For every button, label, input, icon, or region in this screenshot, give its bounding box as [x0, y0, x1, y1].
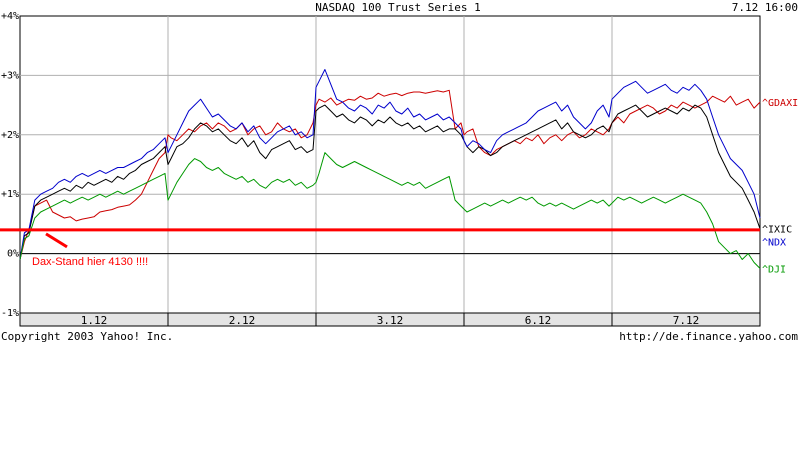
x-tick-label: 1.12 [81, 314, 108, 327]
legend-label-dji: ^DJI [762, 264, 786, 275]
legend-label-ndx: ^NDX [762, 238, 786, 249]
x-tick-label: 7.12 [673, 314, 700, 327]
grid [19, 15, 761, 314]
y-tick-label: -1% [1, 308, 19, 319]
series-lines [19, 69, 761, 269]
source-url[interactable]: http://de.finance.yahoo.com [619, 330, 798, 343]
x-tick-label: 6.12 [525, 314, 552, 327]
series-line-ixic [19, 104, 761, 260]
series-line-dji [19, 152, 761, 269]
x-axis-band [19, 312, 761, 327]
y-tick-label: +1% [1, 189, 19, 200]
x-tick-label: 3.12 [377, 314, 404, 327]
x-tick-label: 2.12 [229, 314, 256, 327]
chart-title: NASDAQ 100 Trust Series 1 [315, 1, 481, 14]
x-axis: 1.12 2.12 3.12 6.12 7.12 [19, 312, 761, 327]
copyright-text: Copyright 2003 Yahoo! Inc. [1, 330, 173, 343]
legend-label-gdaxi: ^GDAXI [762, 98, 798, 109]
y-tick-label: +3% [1, 70, 19, 81]
reference-line-group [0, 228, 760, 249]
timestamp: 7.12 16:00 [732, 1, 798, 14]
plot-frame [19, 15, 761, 314]
y-tick-label: +4% [1, 11, 19, 22]
y-axis: +4% +3% +2% +1% 0% -1% [1, 11, 19, 319]
annotation-arrow [45, 232, 68, 249]
legend-label-ixic: ^IXIC [762, 225, 792, 236]
y-tick-label: +2% [1, 130, 19, 141]
y-tick-label: 0% [7, 249, 19, 260]
series-line-ndx [19, 69, 761, 260]
annotation-label: Dax-Stand hier 4130 !!!! [32, 256, 148, 268]
series-line-gdaxi [19, 89, 761, 260]
legend: ^GDAXI ^IXIC ^NDX ^DJI [762, 98, 798, 275]
